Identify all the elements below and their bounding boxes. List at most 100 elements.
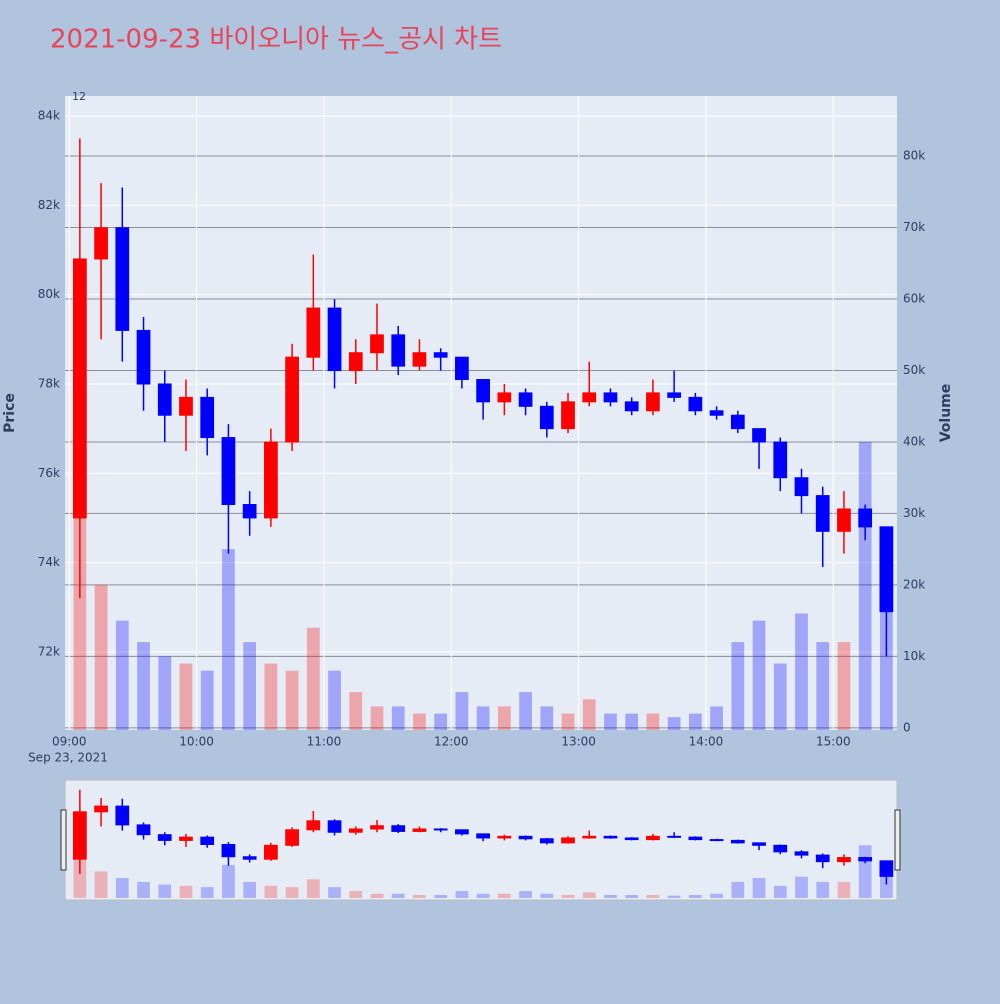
candle-body (327, 307, 342, 372)
volume-bar (837, 881, 851, 898)
candle-body (561, 837, 575, 844)
candle-body (794, 477, 809, 497)
date-label: Sep 23, 2021 (28, 751, 108, 765)
y2-tick-label: 10k (903, 649, 925, 663)
y2-tick-label: 80k (903, 149, 925, 163)
volume-bar (413, 894, 426, 898)
candle-body (370, 334, 384, 354)
candle-body (582, 835, 597, 839)
y2-tick-label: 30k (903, 506, 925, 520)
volume-bar (476, 893, 490, 898)
candle-body (72, 258, 87, 519)
volume-bar (582, 892, 596, 898)
candle-body (730, 839, 745, 844)
candle-body (455, 829, 469, 835)
candle-body (433, 352, 448, 358)
volume-bar (94, 584, 108, 730)
candle-body (646, 835, 660, 841)
candle-body (688, 836, 703, 841)
volume-bar (497, 893, 511, 898)
volume-bar (306, 879, 320, 898)
candle-body (773, 441, 788, 479)
candle-body (476, 833, 490, 839)
candle-body (518, 835, 533, 840)
volume-bar (94, 871, 108, 898)
volume-bar (243, 881, 257, 898)
volume-bar (646, 713, 660, 730)
y-tick-label: 72k (38, 644, 60, 658)
candle-body (94, 227, 108, 260)
x-tick-label: 12:00 (434, 735, 469, 749)
volume-bar (455, 692, 469, 730)
y-axis-title: Price (2, 393, 18, 433)
slider-handle[interactable] (894, 809, 901, 871)
volume-bar (625, 713, 639, 730)
y-tick-label: 74k (38, 555, 60, 569)
volume-bar (413, 713, 426, 730)
x-tick-label: 11:00 (307, 735, 342, 749)
candle-body (157, 834, 172, 841)
volume-bar (328, 887, 341, 898)
candle-body (242, 856, 257, 860)
volume-bar (328, 670, 341, 730)
y2-axis-title: Volume (938, 384, 954, 443)
candle-body (200, 836, 215, 845)
y2-tick-label: 20k (903, 577, 925, 591)
volume-bar (200, 670, 214, 730)
volume-bar (519, 692, 532, 730)
candle-body (773, 844, 788, 853)
volume-bar (285, 887, 299, 898)
volume-bar (391, 706, 405, 730)
volume-bar (370, 893, 384, 898)
volume-bar (816, 881, 830, 898)
volume-bar (540, 706, 554, 730)
candle-body (179, 396, 193, 416)
y-tick-label: 82k (38, 198, 60, 212)
volume-bar (689, 894, 702, 898)
candle-body (752, 428, 766, 443)
candle-body (815, 854, 830, 863)
volume-bar (455, 891, 469, 898)
volume-bar (222, 864, 235, 898)
candle-body (624, 401, 639, 412)
candle-body (306, 820, 321, 831)
y-tick-label: 78k (38, 376, 60, 390)
candle-body (815, 495, 830, 532)
y-tick-label: 84k (38, 109, 60, 123)
volume-bar (604, 894, 617, 898)
volume-bar (158, 884, 172, 898)
y-tick-label: 80k (38, 287, 60, 301)
volume-bar (604, 713, 617, 730)
candle-body (348, 352, 363, 372)
volume-bar (179, 663, 193, 730)
volume-bar (625, 894, 639, 898)
candle-body (200, 396, 215, 439)
candle-body (794, 851, 809, 856)
volume-bar (349, 692, 363, 730)
candle-body (136, 329, 151, 385)
volume-bar (795, 613, 808, 730)
candle-body (115, 805, 130, 826)
candle-body (412, 352, 427, 367)
volume-bar (115, 620, 129, 730)
candle-body (539, 405, 554, 430)
candle-body (370, 825, 384, 830)
volume-bar (519, 891, 532, 898)
volume-bar (434, 713, 448, 730)
volume-bar (540, 893, 554, 898)
x-tick-label: 10:00 (179, 735, 214, 749)
candle-body (879, 860, 894, 877)
candle-body (327, 820, 342, 833)
volume-bar (115, 877, 129, 898)
candle-body (858, 857, 873, 862)
volume-bar (561, 894, 575, 898)
volume-bar (476, 706, 490, 730)
y2-tick-label: 40k (903, 434, 925, 448)
volume-bar (391, 893, 405, 898)
candle-body (879, 526, 894, 613)
candle-body (391, 334, 406, 367)
candle-body (179, 836, 193, 841)
volume-bar (667, 717, 681, 730)
slider-handle[interactable] (60, 809, 67, 871)
volume-bar (264, 885, 278, 898)
